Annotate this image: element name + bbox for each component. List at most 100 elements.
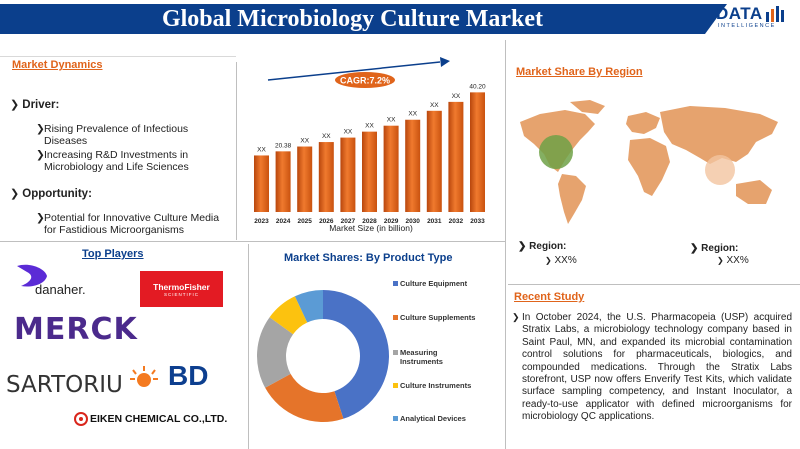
opportunity-label: Opportunity: (22, 188, 92, 200)
chevron-right-icon: ❯ (512, 312, 520, 322)
chevron-right-icon: ❯ (36, 149, 45, 161)
greenland-shape (570, 100, 605, 114)
x-tick-label: 2029 (384, 218, 399, 225)
product-type-chart-title: Market Shares: By Product Type (284, 252, 453, 264)
divider (0, 56, 236, 57)
bar-value-label: XX (322, 133, 331, 140)
bar-2030 (405, 119, 421, 212)
legend-item: Culture Equipment (393, 279, 467, 288)
recent-study-text: In October 2024, the U.S. Pharmacopeia (… (522, 312, 792, 423)
eiken-logo: EIKEN CHEMICAL CO.,LTD. (74, 410, 234, 430)
logo-text: DATA (716, 4, 763, 23)
danaher-logo: danaher. (15, 262, 125, 302)
chevron-right-icon: ❯ (717, 256, 724, 265)
donut-slice (265, 373, 344, 422)
legend-item: Culture Supplements (393, 313, 476, 322)
x-tick-label: 2023 (254, 218, 269, 225)
bar-2026 (318, 142, 334, 212)
donut-slice (323, 290, 389, 419)
bar-2033 (470, 92, 485, 212)
chevron-right-icon: ❯ (545, 256, 552, 265)
top-players-title: Top Players (82, 248, 144, 260)
africa-shape (628, 138, 670, 196)
legend-label: Culture Instruments (400, 381, 472, 390)
region-title: Market Share By Region (516, 66, 643, 78)
bar-2025 (297, 146, 313, 212)
chevron-right-icon: ❯ (690, 243, 699, 254)
opportunity-text: Potential for Innovative Culture Media f… (44, 212, 220, 236)
chevron-right-icon: ❯ (36, 123, 45, 135)
region-label: ❯ Region: (518, 241, 567, 252)
chevron-right-icon: ❯ (10, 188, 20, 200)
legend-swatch (393, 416, 398, 421)
region-label: ❯ Region: (690, 243, 739, 254)
australia-shape (736, 180, 772, 204)
x-tick-label: 2025 (297, 218, 312, 225)
bar-value-label: 20.38 (275, 142, 292, 149)
europe-shape (626, 112, 660, 134)
legend-label: Culture Supplements (400, 313, 476, 322)
bar-2032 (448, 101, 464, 212)
bar-value-label: XX (257, 146, 266, 153)
divider (508, 284, 800, 285)
world-map (520, 100, 778, 224)
cagr-badge (335, 72, 395, 88)
region-value: ❯ XX% (545, 255, 577, 266)
driver-item: ❯ Increasing R&D Investments in Microbio… (36, 149, 229, 173)
divider (0, 241, 505, 242)
legend-item: Analytical Devices (393, 414, 466, 423)
chevron-right-icon: ❯ (36, 212, 45, 224)
title-banner (0, 4, 727, 34)
bar-value-label: XX (387, 117, 396, 124)
sartorius-logo: SARTORIUS (6, 372, 138, 398)
merck-logo: MERCK (14, 312, 138, 347)
trend-arrow (267, 61, 441, 81)
legend-label: Instruments (400, 357, 443, 366)
cagr-label: CAGR:7.2% (340, 76, 390, 86)
danaher-swoosh-icon (17, 264, 47, 287)
bar-2029 (383, 125, 399, 212)
opportunity-heading: ❯ Opportunity: (10, 187, 92, 200)
x-tick-label: 2033 (470, 218, 485, 225)
market-dynamics-title: Market Dynamics (12, 59, 103, 71)
asia-shape (660, 106, 778, 164)
donut-slice (269, 296, 308, 335)
market-size-bar-chart: XX 2023 20.38 2024 XX 2025 XX 2026 XX 2027 XX 2028 X… (254, 57, 486, 233)
header: Global Microbiology Culture Market DATA … (0, 0, 800, 37)
bar-2023 (254, 155, 269, 212)
logo-subtext: INTELLIGENCE (718, 23, 776, 29)
legend-swatch (393, 350, 398, 355)
bar-value-label: XX (452, 93, 461, 100)
driver-heading: ❯ Driver: (10, 98, 59, 111)
legend-label: Analytical Devices (400, 414, 466, 423)
opportunity-item: ❯ Potential for Innovative Culture Media… (36, 212, 234, 236)
bar-2028 (362, 131, 377, 212)
legend-swatch (393, 383, 398, 388)
page-title: Global Microbiology Culture Market (161, 6, 544, 32)
recent-study-title: Recent Study (514, 291, 585, 303)
bar-value-label: XX (365, 123, 374, 130)
bar-value-label: XX (344, 129, 353, 136)
x-tick-label: 2030 (405, 218, 420, 225)
region-highlight-americas (539, 135, 573, 169)
legend-swatch (393, 281, 398, 286)
bar-2024 (275, 151, 291, 212)
x-tick-label: 2031 (427, 218, 442, 225)
chevron-right-icon: ❯ (10, 99, 20, 111)
bar-2027 (340, 137, 356, 212)
region-highlight-asia (705, 155, 735, 185)
x-tick-label: 2032 (449, 218, 464, 225)
legend-swatch (393, 315, 398, 320)
thermofisher-logo: ThermoFisher SCIENTIFIC (140, 271, 223, 307)
chevron-right-icon: ❯ (518, 241, 527, 252)
bar-2031 (426, 110, 442, 212)
divider (236, 62, 237, 240)
divider (505, 40, 506, 449)
region-value: ❯ XX% (717, 255, 749, 266)
bar-value-label: XX (430, 102, 439, 109)
arrow-head-icon (440, 57, 450, 67)
driver-text: Rising Prevalence of Infectious Diseases (44, 123, 189, 147)
driver-text: Increasing R&D Investments in Microbiolo… (44, 149, 189, 173)
donut-slice (257, 317, 294, 388)
chart-xlabel: Market Size (in billion) (329, 223, 413, 233)
